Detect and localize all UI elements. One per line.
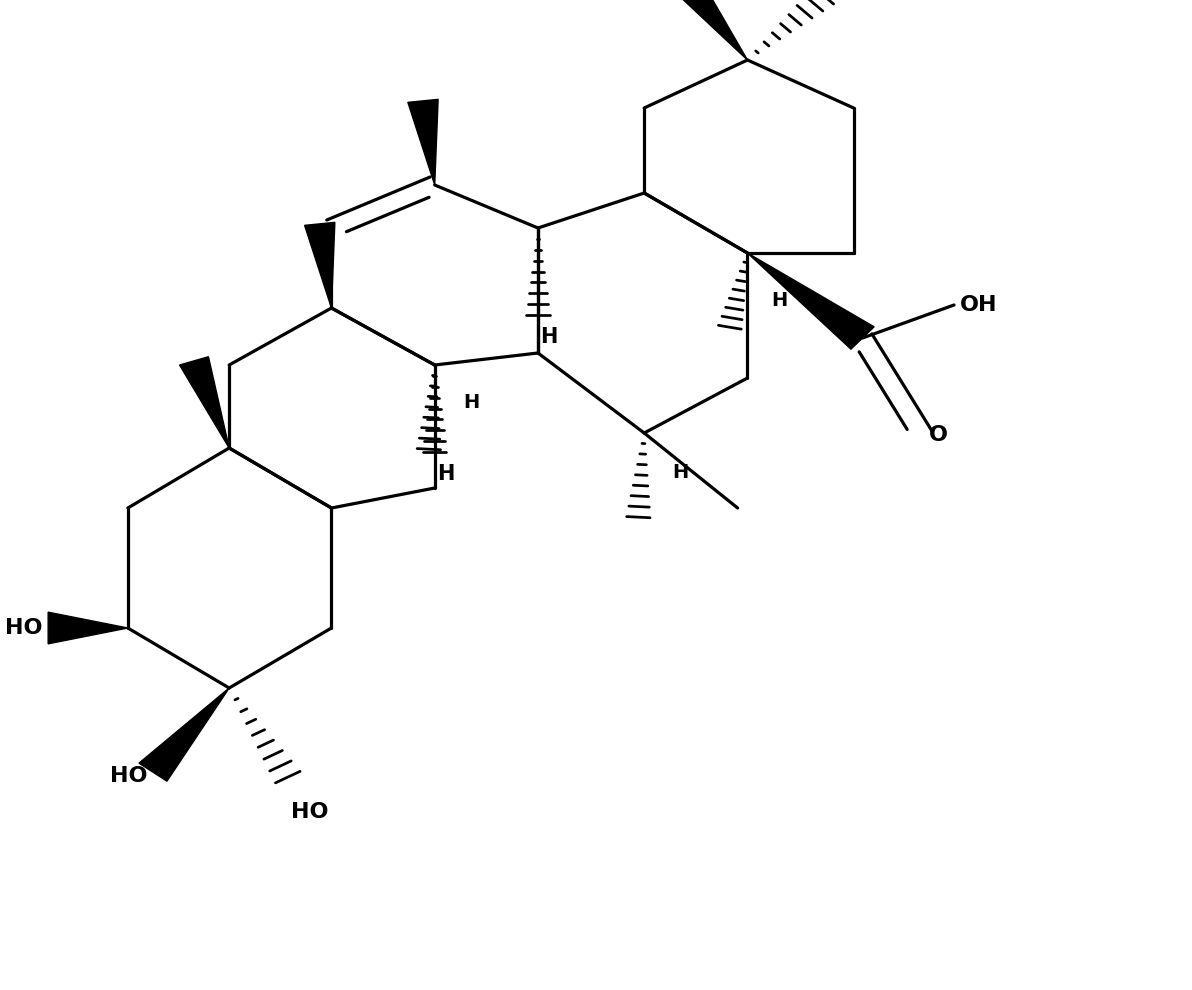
Text: HO: HO xyxy=(5,618,42,638)
Polygon shape xyxy=(305,223,335,308)
Text: OH: OH xyxy=(960,295,998,315)
Polygon shape xyxy=(747,253,874,349)
Polygon shape xyxy=(673,0,747,60)
Text: HO: HO xyxy=(291,802,329,822)
Text: O: O xyxy=(929,425,948,445)
Text: H: H xyxy=(540,327,558,347)
Polygon shape xyxy=(180,356,229,448)
Text: H: H xyxy=(672,463,689,482)
Text: H: H xyxy=(462,393,479,412)
Polygon shape xyxy=(139,688,229,781)
Polygon shape xyxy=(48,612,128,644)
Text: HO: HO xyxy=(110,766,147,786)
Text: H: H xyxy=(437,464,454,484)
Text: H: H xyxy=(771,291,787,310)
Polygon shape xyxy=(408,99,439,185)
